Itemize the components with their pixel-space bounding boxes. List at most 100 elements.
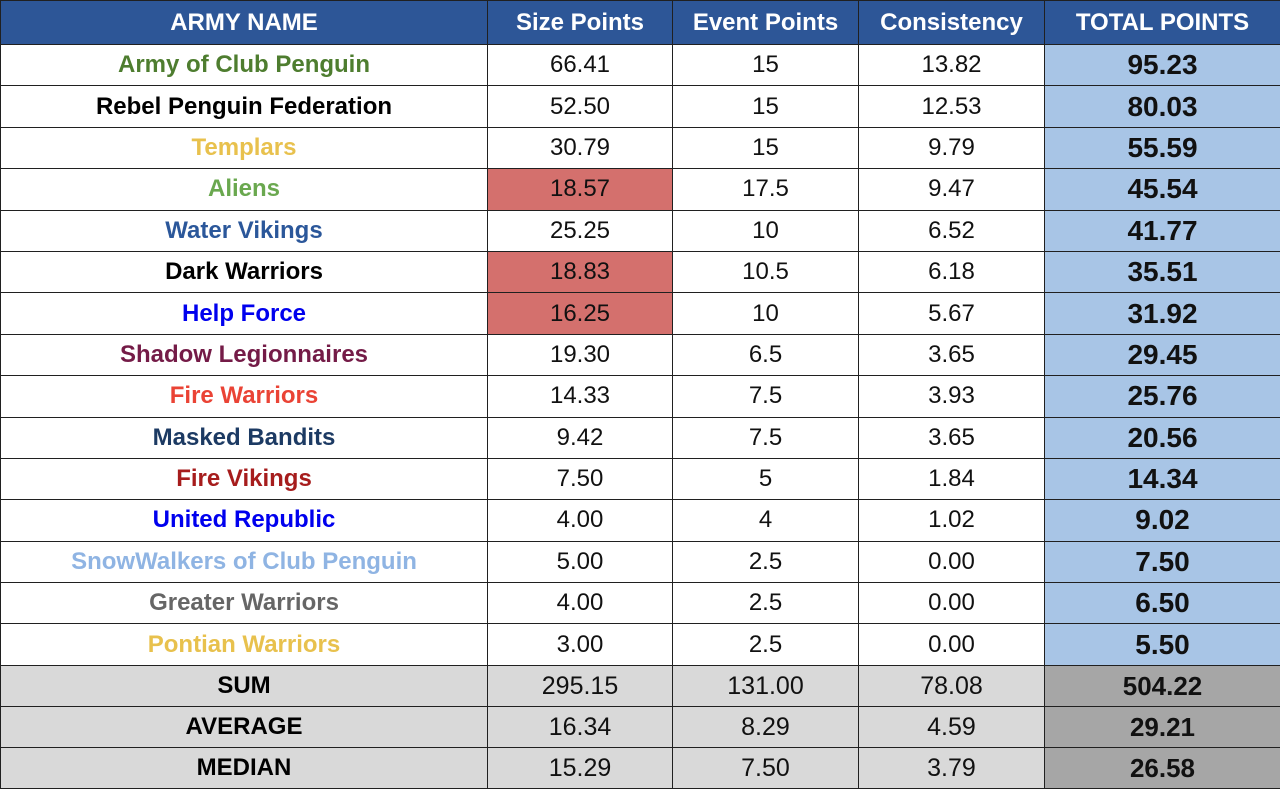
consistency-cell[interactable]: 13.82 (858, 43, 1045, 87)
consistency-cell[interactable]: 1.02 (858, 499, 1045, 542)
event-points-cell[interactable]: 7.5 (672, 416, 859, 459)
summary-event-cell[interactable]: 8.29 (672, 706, 859, 748)
size-points-cell[interactable]: 14.33 (487, 375, 673, 418)
army-name-cell[interactable]: United Republic (0, 499, 488, 542)
event-points-cell[interactable]: 15 (672, 85, 859, 128)
total-points-cell[interactable]: 6.50 (1044, 582, 1280, 625)
size-points-cell[interactable]: 19.30 (487, 333, 673, 377)
consistency-cell[interactable]: 12.53 (858, 85, 1045, 128)
header-row: ARMY NAME Size Points Event Points Consi… (0, 0, 1280, 45)
army-name-cell[interactable]: Masked Bandits (0, 416, 488, 459)
event-points-cell[interactable]: 2.5 (672, 540, 859, 584)
size-points-cell[interactable]: 66.41 (487, 43, 673, 87)
event-points-cell[interactable]: 2.5 (672, 582, 859, 625)
event-points-cell[interactable]: 15 (672, 43, 859, 87)
size-points-cell[interactable]: 4.00 (487, 582, 673, 625)
total-points-cell[interactable]: 5.50 (1044, 623, 1280, 666)
total-points-cell[interactable]: 45.54 (1044, 168, 1280, 211)
army-name-cell[interactable]: Pontian Warriors (0, 623, 488, 666)
total-points-cell[interactable]: 80.03 (1044, 85, 1280, 128)
size-points-cell[interactable]: 3.00 (487, 623, 673, 666)
table-row: Rebel Penguin Federation 52.50 15 12.53 80.0… (0, 85, 1280, 128)
total-points-cell[interactable]: 20.56 (1044, 416, 1280, 459)
army-name-cell[interactable]: Army of Club Penguin (0, 43, 488, 87)
army-name-cell[interactable]: Water Vikings (0, 209, 488, 252)
header-size-points[interactable]: Size Points (487, 0, 673, 45)
event-points-cell[interactable]: 5 (672, 457, 859, 501)
size-points-cell[interactable]: 18.83 (487, 250, 673, 294)
consistency-cell[interactable]: 5.67 (858, 292, 1045, 335)
summary-label-cell[interactable]: SUM (0, 665, 488, 707)
event-points-cell[interactable]: 10 (672, 292, 859, 335)
consistency-cell[interactable]: 3.65 (858, 416, 1045, 459)
size-points-cell[interactable]: 25.25 (487, 209, 673, 252)
summary-consistency-cell[interactable]: 78.08 (858, 665, 1045, 707)
army-name-cell[interactable]: Aliens (0, 168, 488, 211)
event-points-cell[interactable]: 6.5 (672, 333, 859, 377)
consistency-cell[interactable]: 6.52 (858, 209, 1045, 252)
summary-row: AVERAGE 16.34 8.29 4.59 29.21 (0, 706, 1280, 748)
size-points-cell[interactable]: 30.79 (487, 126, 673, 170)
army-name-cell[interactable]: Shadow Legionnaires (0, 333, 488, 377)
army-name-cell[interactable]: SnowWalkers of Club Penguin (0, 540, 488, 584)
size-points-cell[interactable]: 52.50 (487, 85, 673, 128)
size-points-cell[interactable]: 9.42 (487, 416, 673, 459)
event-points-cell[interactable]: 17.5 (672, 168, 859, 211)
summary-consistency-cell[interactable]: 4.59 (858, 706, 1045, 748)
event-points-cell[interactable]: 4 (672, 499, 859, 542)
army-name-cell[interactable]: Templars (0, 126, 488, 170)
event-points-cell[interactable]: 10.5 (672, 250, 859, 294)
consistency-cell[interactable]: 9.79 (858, 126, 1045, 170)
total-points-cell[interactable]: 41.77 (1044, 209, 1280, 252)
summary-label-cell[interactable]: AVERAGE (0, 706, 488, 748)
header-army-name[interactable]: ARMY NAME (0, 0, 488, 45)
total-points-cell[interactable]: 95.23 (1044, 43, 1280, 87)
event-points-cell[interactable]: 7.5 (672, 375, 859, 418)
summary-total-cell[interactable]: 26.58 (1044, 747, 1280, 789)
army-name-cell[interactable]: Dark Warriors (0, 250, 488, 294)
consistency-cell[interactable]: 1.84 (858, 457, 1045, 501)
summary-total-cell[interactable]: 29.21 (1044, 706, 1280, 748)
size-points-cell[interactable]: 7.50 (487, 457, 673, 501)
summary-total-cell[interactable]: 504.22 (1044, 665, 1280, 707)
table-row: SnowWalkers of Club Penguin 5.00 2.5 0.00 7.… (0, 540, 1280, 584)
army-name-cell[interactable]: Greater Warriors (0, 582, 488, 625)
consistency-cell[interactable]: 6.18 (858, 250, 1045, 294)
size-points-cell[interactable]: 18.57 (487, 168, 673, 211)
summary-consistency-cell[interactable]: 3.79 (858, 747, 1045, 789)
total-points-cell[interactable]: 31.92 (1044, 292, 1280, 335)
consistency-cell[interactable]: 3.65 (858, 333, 1045, 377)
summary-size-cell[interactable]: 16.34 (487, 706, 673, 748)
total-points-cell[interactable]: 14.34 (1044, 457, 1280, 501)
event-points-cell[interactable]: 10 (672, 209, 859, 252)
consistency-cell[interactable]: 3.93 (858, 375, 1045, 418)
total-points-cell[interactable]: 9.02 (1044, 499, 1280, 542)
army-name-cell[interactable]: Help Force (0, 292, 488, 335)
size-points-cell[interactable]: 4.00 (487, 499, 673, 542)
summary-event-cell[interactable]: 7.50 (672, 747, 859, 789)
summary-size-cell[interactable]: 295.15 (487, 665, 673, 707)
consistency-cell[interactable]: 0.00 (858, 623, 1045, 666)
army-name-cell[interactable]: Fire Warriors (0, 375, 488, 418)
consistency-cell[interactable]: 0.00 (858, 540, 1045, 584)
army-name-cell[interactable]: Fire Vikings (0, 457, 488, 501)
consistency-cell[interactable]: 0.00 (858, 582, 1045, 625)
total-points-cell[interactable]: 7.50 (1044, 540, 1280, 584)
total-points-cell[interactable]: 29.45 (1044, 333, 1280, 377)
table-row: Masked Bandits 9.42 7.5 3.65 20.56 (0, 416, 1280, 459)
size-points-cell[interactable]: 16.25 (487, 292, 673, 335)
army-name-cell[interactable]: Rebel Penguin Federation (0, 85, 488, 128)
summary-size-cell[interactable]: 15.29 (487, 747, 673, 789)
total-points-cell[interactable]: 25.76 (1044, 375, 1280, 418)
summary-event-cell[interactable]: 131.00 (672, 665, 859, 707)
event-points-cell[interactable]: 2.5 (672, 623, 859, 666)
header-total-points[interactable]: TOTAL POINTS (1044, 0, 1280, 45)
total-points-cell[interactable]: 35.51 (1044, 250, 1280, 294)
header-event-points[interactable]: Event Points (672, 0, 859, 45)
header-consistency[interactable]: Consistency (858, 0, 1045, 45)
total-points-cell[interactable]: 55.59 (1044, 126, 1280, 170)
consistency-cell[interactable]: 9.47 (858, 168, 1045, 211)
event-points-cell[interactable]: 15 (672, 126, 859, 170)
size-points-cell[interactable]: 5.00 (487, 540, 673, 584)
summary-label-cell[interactable]: MEDIAN (0, 747, 488, 789)
